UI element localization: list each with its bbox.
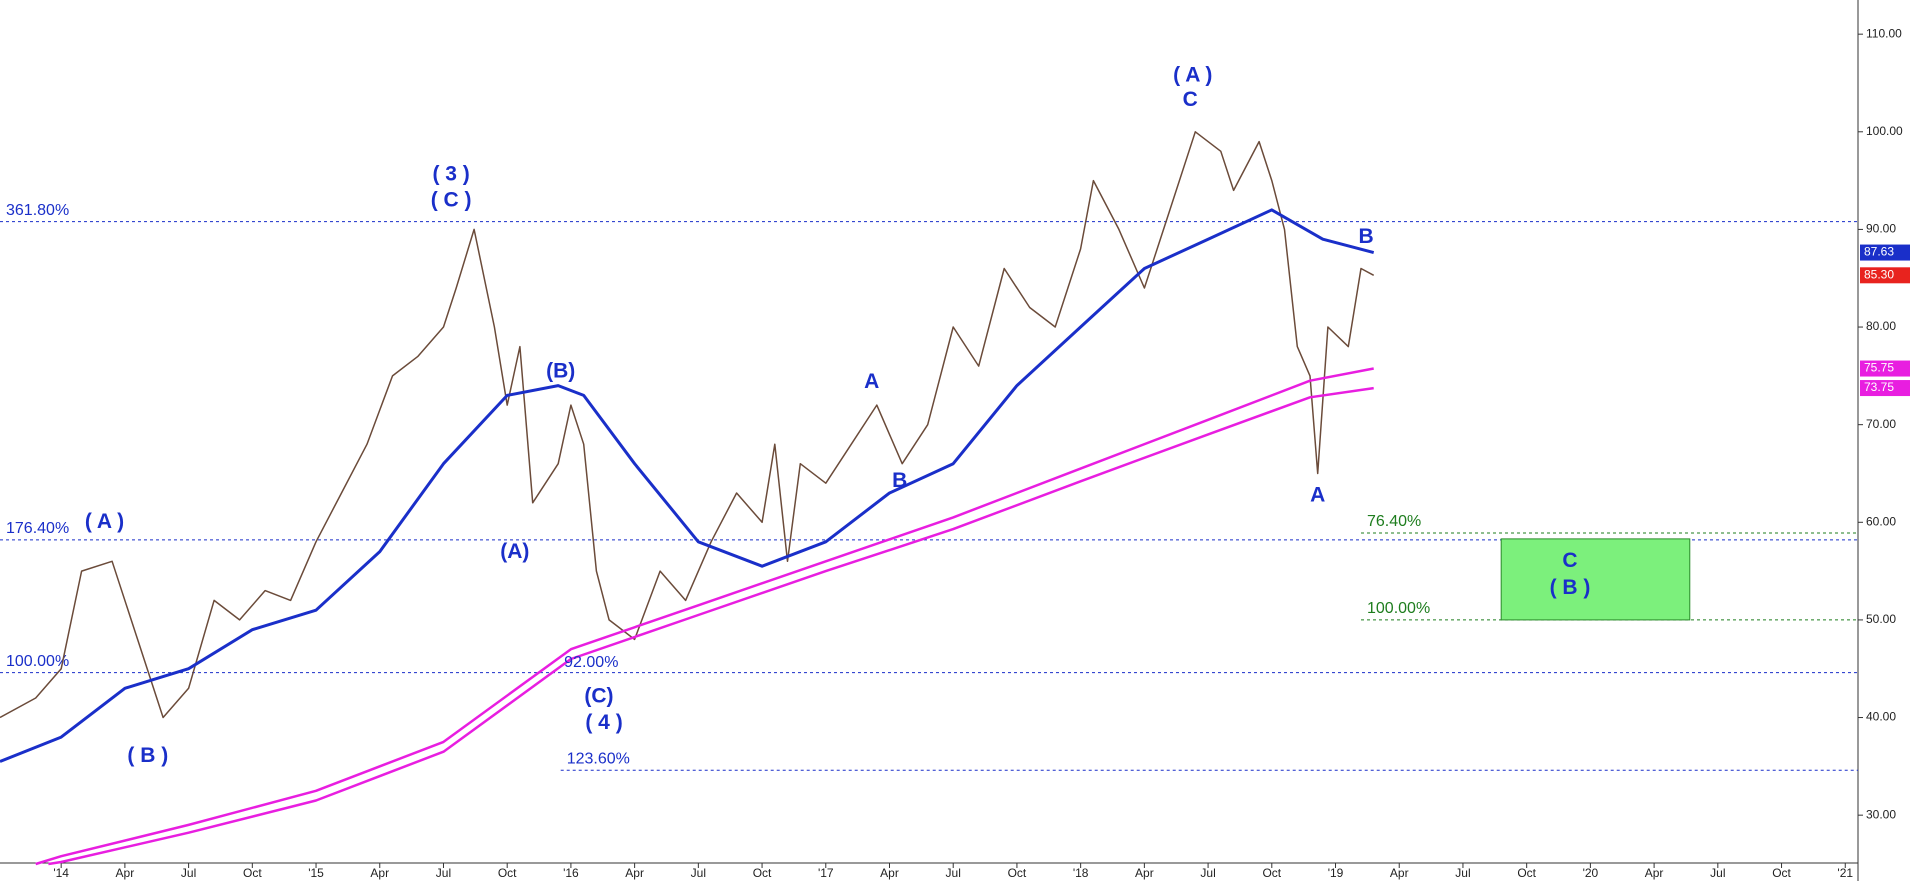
x-tick-label: '14 [53,866,69,880]
x-tick-label: Oct [1008,866,1027,880]
x-tick-label: '18 [1073,866,1089,880]
x-tick-label: Jul [1710,866,1725,880]
x-tick-label: Oct [753,866,772,880]
note-label: 92.00% [564,654,618,671]
x-tick-label: Jul [181,866,196,880]
series-line [35,367,1374,866]
wave-label: B [1359,225,1374,248]
y-tick-label: 60.00 [1866,514,1896,528]
x-tick-label: '15 [308,866,324,880]
wave-label: (A) [500,540,529,563]
x-tick-label: '20 [1583,866,1599,880]
wave-label: A [864,370,879,393]
x-tick-label: Apr [625,866,644,880]
target-zone [1500,538,1691,621]
x-tick-label: Apr [370,866,389,880]
x-tick-label: Jul [436,866,451,880]
x-tick-label: Oct [1517,866,1536,880]
x-tick-label: Jul [946,866,961,880]
x-tick-label: Jul [1200,866,1215,880]
wave-label: ( C ) [431,189,472,212]
fib-level-label: 100.00% [1367,600,1430,617]
x-tick-label: '17 [818,866,834,880]
price-flag-label: 75.75 [1864,361,1894,375]
x-tick-label: Apr [116,866,135,880]
x-tick-label: Jul [691,866,706,880]
price-flag [1860,380,1910,397]
x-tick-label: '16 [563,866,579,880]
price-flag [1860,267,1910,284]
y-tick-label: 90.00 [1866,222,1896,236]
wave-label: B [892,469,907,492]
x-tick-label: Apr [1390,866,1409,880]
wave-label: (B) [546,359,575,382]
wave-label: ( 3 ) [432,162,469,185]
x-tick-label: Oct [1772,866,1791,880]
price-flag-label: 73.75 [1864,380,1894,394]
x-tick-label: Apr [1645,866,1664,880]
y-tick-label: 50.00 [1866,612,1896,626]
y-tick-label: 110.00 [1866,26,1902,40]
fib-level-label: 76.40% [1367,513,1421,530]
wave-label: C [1562,549,1577,572]
price-flag-label: 85.30 [1864,267,1894,281]
price-flag [1860,244,1910,261]
wave-label: ( A ) [85,510,124,533]
series-line [0,131,1375,719]
fib-level-label: 123.60% [567,750,630,767]
fib-level-label: 100.00% [6,653,69,670]
price-flag [1860,360,1910,377]
series-line [48,386,1374,866]
price-flag-label: 87.63 [1864,245,1894,259]
x-tick-label: Oct [498,866,517,880]
wave-label: ( 4 ) [585,711,622,734]
x-tick-label: '19 [1328,866,1344,880]
y-tick-label: 40.00 [1866,710,1896,724]
x-tick-label: Jul [1455,866,1470,880]
y-tick-label: 30.00 [1866,807,1896,821]
x-tick-label: Oct [243,866,262,880]
wave-label: ( B ) [1550,576,1591,599]
x-tick-label: Oct [1262,866,1281,880]
wave-label: (C) [584,685,613,708]
wave-label: ( A ) [1173,64,1212,87]
y-tick-label: 70.00 [1866,417,1896,431]
wave-label: A [1310,483,1325,506]
fib-level-label: 176.40% [6,520,69,537]
y-tick-label: 80.00 [1866,319,1896,333]
fib-level-label: 361.80% [6,202,69,219]
wave-label: C [1183,88,1198,111]
x-tick-label: Apr [880,866,899,880]
y-tick-label: 100.00 [1866,124,1903,138]
wave-label: ( B ) [127,744,168,767]
x-tick-label: '21 [1837,866,1853,880]
series-line [0,208,1375,763]
x-tick-label: Apr [1135,866,1154,880]
